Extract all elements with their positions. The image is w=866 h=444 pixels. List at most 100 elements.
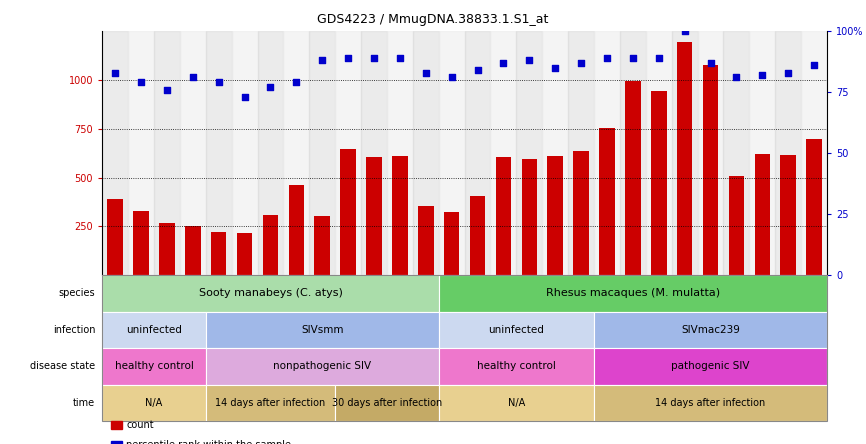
Bar: [418, 206, 434, 275]
Bar: [469, 196, 485, 275]
Bar: [236, 233, 252, 275]
Bar: [698, 31, 723, 275]
Bar: [107, 199, 123, 275]
Text: N/A: N/A: [145, 398, 163, 408]
Point: [703, 59, 717, 66]
Bar: [806, 139, 822, 275]
Bar: [780, 155, 796, 275]
Bar: [283, 31, 309, 275]
Bar: [262, 215, 278, 275]
Point: [678, 28, 692, 35]
Point: [755, 71, 769, 79]
Point: [393, 54, 407, 61]
Bar: [521, 159, 537, 275]
Bar: [206, 31, 231, 275]
Bar: [754, 154, 770, 275]
Point: [600, 54, 614, 61]
Text: nonpathogenic SIV: nonpathogenic SIV: [273, 361, 372, 371]
Text: pathogenic SIV: pathogenic SIV: [671, 361, 750, 371]
Bar: [335, 31, 361, 275]
Bar: [102, 31, 128, 275]
Text: Sooty manabeys (C. atys): Sooty manabeys (C. atys): [198, 289, 342, 298]
Point: [729, 74, 743, 81]
Text: SIVmac239: SIVmac239: [681, 325, 740, 335]
Bar: [620, 31, 646, 275]
Bar: [128, 31, 154, 275]
Bar: [568, 31, 594, 275]
Bar: [366, 157, 382, 275]
Text: healthy control: healthy control: [114, 361, 193, 371]
Bar: [677, 42, 693, 275]
Bar: [387, 31, 413, 275]
Point: [781, 69, 795, 76]
Point: [548, 64, 562, 71]
Text: GDS4223 / MmugDNA.38833.1.S1_at: GDS4223 / MmugDNA.38833.1.S1_at: [317, 13, 549, 26]
Bar: [392, 156, 408, 275]
Bar: [257, 31, 283, 275]
Bar: [495, 157, 511, 275]
Point: [263, 83, 277, 91]
Text: count: count: [126, 420, 154, 430]
Text: N/A: N/A: [507, 398, 525, 408]
Text: 14 days after infection: 14 days after infection: [216, 398, 326, 408]
Bar: [361, 31, 387, 275]
Point: [626, 54, 640, 61]
Point: [470, 67, 484, 74]
Bar: [309, 31, 335, 275]
Point: [574, 59, 588, 66]
Point: [160, 86, 174, 93]
Point: [134, 79, 148, 86]
Point: [186, 74, 200, 81]
Point: [807, 62, 821, 69]
Bar: [749, 31, 775, 275]
Bar: [133, 211, 149, 275]
Text: Rhesus macaques (M. mulatta): Rhesus macaques (M. mulatta): [546, 289, 720, 298]
Bar: [340, 149, 356, 275]
Text: uninfected: uninfected: [488, 325, 545, 335]
Bar: [573, 151, 589, 275]
Text: disease state: disease state: [30, 361, 95, 371]
Bar: [490, 31, 516, 275]
Bar: [801, 31, 827, 275]
Bar: [646, 31, 672, 275]
Bar: [625, 81, 641, 275]
Bar: [439, 31, 464, 275]
Bar: [231, 31, 257, 275]
Bar: [154, 31, 180, 275]
Bar: [775, 31, 801, 275]
Point: [522, 57, 536, 64]
Text: species: species: [59, 289, 95, 298]
Bar: [159, 222, 175, 275]
Bar: [703, 65, 718, 275]
Bar: [464, 31, 490, 275]
Text: 14 days after infection: 14 days after infection: [656, 398, 766, 408]
Bar: [185, 226, 201, 275]
Bar: [288, 186, 304, 275]
Point: [289, 79, 303, 86]
Bar: [444, 212, 460, 275]
Bar: [723, 31, 749, 275]
Point: [419, 69, 433, 76]
Point: [496, 59, 510, 66]
Bar: [413, 31, 439, 275]
Bar: [547, 156, 563, 275]
Bar: [211, 232, 226, 275]
Text: 30 days after infection: 30 days after infection: [332, 398, 442, 408]
Point: [367, 54, 381, 61]
Point: [108, 69, 122, 76]
Text: healthy control: healthy control: [477, 361, 556, 371]
Text: infection: infection: [53, 325, 95, 335]
Point: [315, 57, 329, 64]
Point: [237, 93, 251, 100]
Bar: [180, 31, 206, 275]
Bar: [594, 31, 620, 275]
Point: [341, 54, 355, 61]
Text: percentile rank within the sample: percentile rank within the sample: [126, 440, 292, 444]
Bar: [672, 31, 698, 275]
Text: uninfected: uninfected: [126, 325, 182, 335]
Text: SIVsmm: SIVsmm: [301, 325, 344, 335]
Bar: [542, 31, 568, 275]
Point: [445, 74, 459, 81]
Bar: [728, 176, 744, 275]
Bar: [651, 91, 667, 275]
